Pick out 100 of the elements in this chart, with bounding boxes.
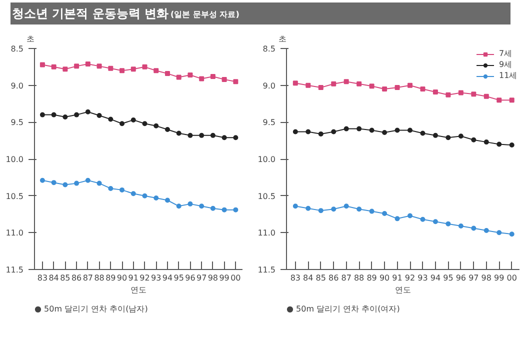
point bbox=[199, 132, 204, 138]
x-axis-title: 연도 bbox=[395, 286, 411, 294]
point bbox=[382, 86, 388, 92]
x-tick-label: 89 bbox=[106, 274, 116, 282]
point bbox=[496, 142, 502, 147]
legend-label: 11세 bbox=[499, 70, 518, 81]
point bbox=[164, 198, 170, 203]
x-tick-label: 99 bbox=[494, 274, 504, 282]
point bbox=[344, 79, 349, 84]
point bbox=[120, 68, 125, 74]
point bbox=[233, 135, 238, 140]
point bbox=[96, 113, 102, 118]
point bbox=[40, 62, 45, 68]
point bbox=[306, 82, 311, 88]
x-tick-label: 85 bbox=[316, 274, 326, 282]
point bbox=[496, 98, 502, 103]
point bbox=[210, 132, 216, 138]
x-tick-label: 87 bbox=[341, 274, 352, 282]
point bbox=[210, 74, 216, 79]
point bbox=[369, 84, 374, 89]
point bbox=[292, 204, 298, 209]
point bbox=[471, 92, 476, 97]
chart-subtitle: (일본 문부성 자료) bbox=[170, 10, 240, 19]
point bbox=[51, 64, 56, 70]
point bbox=[130, 117, 136, 122]
x-tick-label: 99 bbox=[219, 274, 230, 282]
x-tick-label: 94 bbox=[162, 274, 173, 282]
point bbox=[509, 98, 514, 103]
point bbox=[154, 123, 159, 128]
point bbox=[154, 196, 159, 201]
point bbox=[369, 128, 374, 133]
point bbox=[484, 228, 489, 233]
x-axis-title: 연도 bbox=[130, 286, 146, 294]
point bbox=[164, 127, 170, 132]
x-tick-label: 96 bbox=[456, 274, 466, 282]
point bbox=[446, 135, 451, 140]
point bbox=[142, 64, 148, 70]
x-tick-label: 94 bbox=[430, 274, 441, 282]
point bbox=[108, 116, 114, 122]
point bbox=[188, 132, 193, 138]
y-tick-label: 10.5 bbox=[6, 192, 24, 201]
point bbox=[306, 129, 311, 134]
y-tick-label: 8.5 bbox=[262, 44, 276, 54]
x-tick-label: 93 bbox=[418, 274, 428, 282]
point bbox=[344, 126, 349, 132]
point bbox=[233, 207, 238, 212]
point bbox=[85, 109, 90, 114]
x-tick-label: 83 bbox=[37, 274, 48, 282]
x-tick-label: 96 bbox=[185, 274, 196, 282]
point bbox=[176, 204, 182, 209]
x-tick-label: 95 bbox=[174, 274, 184, 282]
x-tick-label: 86 bbox=[328, 274, 339, 282]
y-tick-label: 8.5 bbox=[10, 44, 24, 54]
point bbox=[420, 86, 426, 92]
y-tick-label: 10.5 bbox=[258, 192, 276, 201]
point bbox=[471, 226, 476, 231]
point bbox=[74, 64, 80, 69]
point bbox=[408, 213, 413, 218]
point bbox=[484, 94, 489, 99]
point bbox=[292, 80, 298, 86]
x-tick-label: 93 bbox=[151, 274, 162, 282]
point bbox=[432, 219, 438, 224]
point bbox=[85, 178, 90, 183]
point bbox=[222, 207, 227, 212]
text: ● 50m 달리기 연차 추이(남자) bbox=[34, 304, 148, 314]
y-tick-label: 9.0 bbox=[262, 81, 276, 90]
point bbox=[188, 201, 193, 206]
point bbox=[142, 121, 148, 126]
x-tick-label: 97 bbox=[196, 274, 207, 282]
x-tick-label: 95 bbox=[443, 274, 454, 282]
x-tick-label: 92 bbox=[140, 274, 150, 282]
x-tick-label: 83 bbox=[290, 274, 301, 282]
point bbox=[40, 112, 45, 118]
point bbox=[96, 64, 102, 69]
point bbox=[458, 134, 464, 139]
legend-label: 9세 bbox=[499, 59, 514, 70]
point bbox=[108, 186, 114, 191]
point bbox=[306, 206, 311, 211]
point bbox=[199, 204, 204, 209]
point bbox=[120, 187, 125, 192]
point bbox=[446, 221, 451, 226]
point bbox=[164, 71, 170, 76]
y-tick-label: 9.5 bbox=[262, 118, 276, 128]
point bbox=[408, 82, 413, 88]
x-tick-label: 92 bbox=[404, 274, 416, 282]
x-tick-label: 87 bbox=[82, 274, 94, 282]
x-tick-label: 00 bbox=[230, 274, 241, 282]
y-tick-label: 11.0 bbox=[258, 228, 276, 238]
point bbox=[432, 89, 438, 94]
x-tick-label: 84 bbox=[48, 274, 59, 282]
y-tick-label: 9.5 bbox=[10, 118, 24, 128]
point bbox=[130, 191, 136, 196]
x-tick-label: 00 bbox=[506, 274, 517, 282]
point bbox=[496, 230, 502, 236]
point bbox=[51, 112, 56, 118]
point bbox=[331, 129, 336, 134]
point bbox=[382, 211, 388, 216]
y-tick-label: 10.0 bbox=[6, 155, 24, 164]
point bbox=[356, 206, 362, 212]
point bbox=[432, 132, 438, 138]
